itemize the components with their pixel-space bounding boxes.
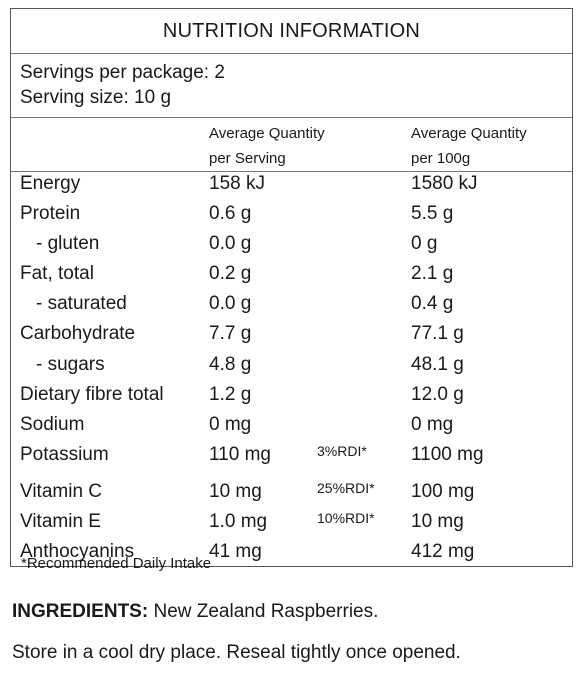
- per-100g-value: 0.4 g: [411, 293, 454, 314]
- nutrient-name: Protein: [20, 203, 81, 224]
- ingredients-line: INGREDIENTS: New Zealand Raspberries.: [12, 601, 378, 623]
- per-100g-value: 77.1 g: [411, 323, 464, 344]
- per-serving-value: 0.6 g: [209, 203, 252, 224]
- ingredients-text: New Zealand Raspberries.: [148, 601, 379, 622]
- nutrient-name: - gluten: [36, 233, 100, 254]
- per-serving-value: 158 kJ: [209, 173, 265, 194]
- table-row: Vitamin C 10 mg 25%RDI* 100 mg: [11, 477, 572, 507]
- per-100g-value: 1100 mg: [411, 444, 484, 465]
- nutrient-name: Sodium: [20, 414, 85, 435]
- table-row: Potassium 110 mg 3%RDI* 1100 mg: [11, 440, 572, 470]
- rdi-value: 10%RDI*: [317, 510, 375, 526]
- per-100g-value: 1580 kJ: [411, 173, 478, 194]
- per-100g-value: 2.1 g: [411, 263, 454, 284]
- ingredients-label: INGREDIENTS:: [12, 601, 149, 622]
- nutrient-name: Potassium: [20, 444, 109, 465]
- per-serving-header: Average Quantity per Serving: [209, 125, 325, 167]
- per-100g-value: 10 mg: [411, 511, 464, 532]
- rdi-value: 3%RDI*: [317, 443, 367, 459]
- per-100g-value: 5.5 g: [411, 203, 454, 224]
- per-serving-value: 0 mg: [209, 414, 252, 435]
- per-serving-value: 41 mg: [209, 541, 262, 562]
- per-serving-value: 10 mg: [209, 481, 262, 502]
- rdi-footnote: *Recommended Daily Intake: [21, 555, 212, 572]
- table-row: - sugars 4.8 g 48.1 g: [11, 350, 572, 380]
- per-serving-value: 0.0 g: [209, 233, 252, 254]
- per-serving-value: 1.0 mg: [209, 511, 268, 532]
- servings-per-package: Servings per package: 2: [20, 62, 225, 83]
- per-100g-header: Average Quantity per 100g: [411, 125, 527, 167]
- per-serving-value: 1.2 g: [209, 384, 252, 405]
- nutrient-name: Vitamin C: [20, 481, 103, 502]
- nutrition-panel: NUTRITION INFORMATION Servings per packa…: [10, 8, 573, 572]
- column-headers: Average Quantity per Serving Average Qua…: [11, 117, 572, 172]
- storage-instructions: Store in a cool dry place. Reseal tightl…: [12, 642, 461, 663]
- per-100g-value: 100 mg: [411, 481, 475, 502]
- table-row: Sodium 0 mg 0 mg: [11, 410, 572, 440]
- per-100g-value: 12.0 g: [411, 384, 464, 405]
- per-serving-value: 110 mg: [209, 444, 271, 465]
- table-row: Protein 0.6 g 5.5 g: [11, 199, 572, 229]
- table-row: Energy 158 kJ 1580 kJ: [11, 169, 572, 199]
- nutrient-name: Energy: [20, 173, 81, 194]
- per-100g-value: 0 mg: [411, 414, 454, 435]
- nutrient-name: Anthocyanins: [20, 541, 135, 562]
- per-100g-value: 0 g: [411, 233, 438, 254]
- table-row: - saturated 0.0 g 0.4 g: [11, 289, 572, 319]
- nutrient-name: - sugars: [36, 354, 105, 375]
- nutrient-name: - saturated: [36, 293, 127, 314]
- per-serving-value: 0.2 g: [209, 263, 252, 284]
- servings-section: Servings per package: 2 Serving size: 10…: [11, 53, 572, 118]
- rdi-value: 25%RDI*: [317, 480, 375, 496]
- nutrient-name: Carbohydrate: [20, 323, 136, 344]
- per-serving-value: 4.8 g: [209, 354, 252, 375]
- nutrient-name: Vitamin E: [20, 511, 101, 532]
- table-row: Carbohydrate 7.7 g 77.1 g: [11, 319, 572, 349]
- table-row: - gluten 0.0 g 0 g: [11, 229, 572, 259]
- nutrient-name: Fat, total: [20, 263, 94, 284]
- table-row: Anthocyanins 41 mg 412 mg: [11, 537, 572, 567]
- table-row: Fat, total 0.2 g 2.1 g: [11, 259, 572, 289]
- table-row: Vitamin E 1.0 mg 10%RDI* 10 mg: [11, 507, 572, 537]
- per-serving-value: 7.7 g: [209, 323, 252, 344]
- nutrient-name: Dietary fibre total: [20, 384, 164, 405]
- per-serving-value: 0.0 g: [209, 293, 252, 314]
- panel-title: NUTRITION INFORMATION: [11, 9, 572, 54]
- serving-size: Serving size: 10 g: [20, 87, 172, 108]
- per-100g-value: 48.1 g: [411, 354, 464, 375]
- per-100g-value: 412 mg: [411, 541, 475, 562]
- table-row: Dietary fibre total 1.2 g 12.0 g: [11, 380, 572, 410]
